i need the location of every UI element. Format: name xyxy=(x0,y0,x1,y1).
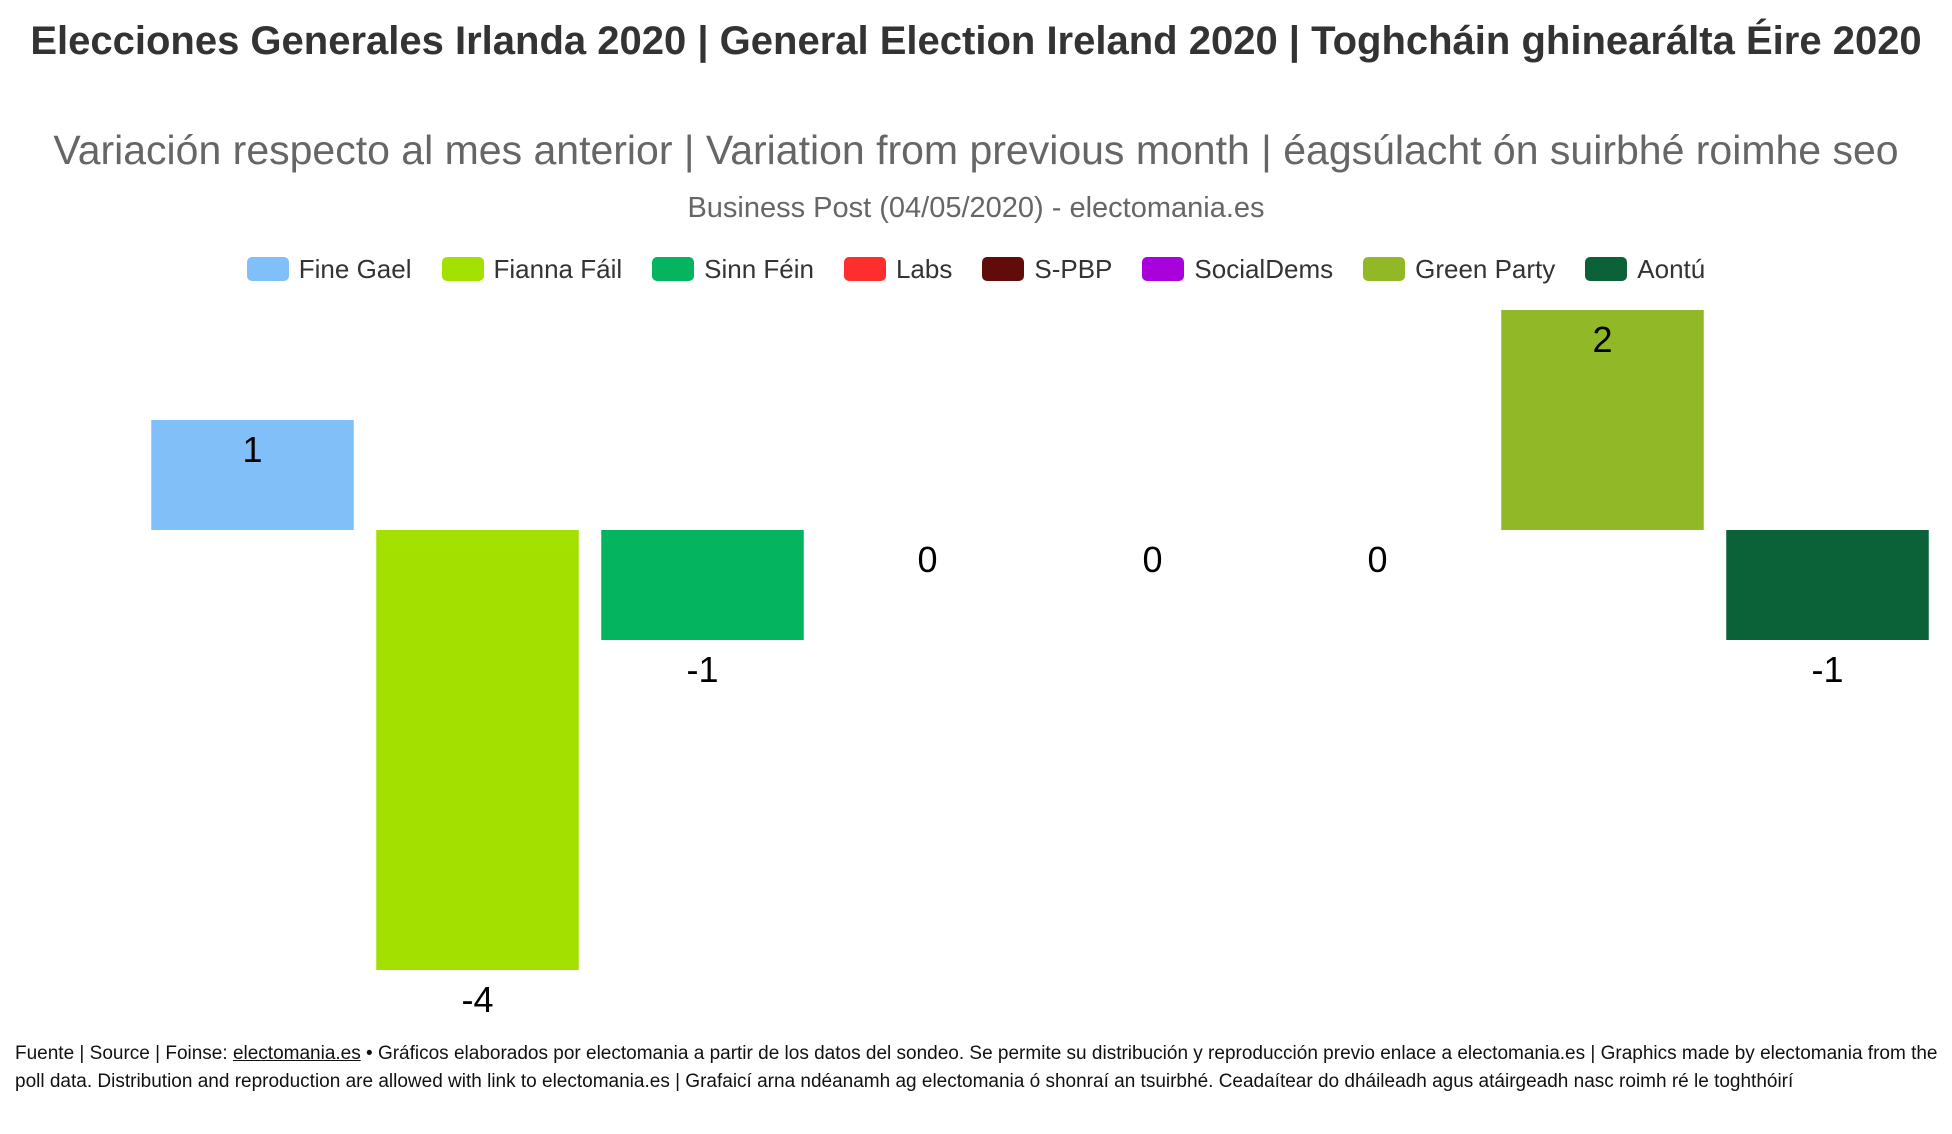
legend-label: Fianna Fáil xyxy=(493,253,623,284)
footer-prefix: Fuente | Source | Foinse: xyxy=(15,1043,233,1064)
legend-swatch xyxy=(982,257,1025,281)
footer-credits: Fuente | Source | Foinse: electomania.es… xyxy=(15,1040,1940,1096)
legend-swatch xyxy=(1363,257,1406,281)
bar-sinn-f-in xyxy=(601,530,804,640)
legend-item[interactable]: Aontú xyxy=(1585,254,1705,285)
legend-swatch xyxy=(1585,257,1628,281)
legend-item[interactable]: S-PBP xyxy=(982,254,1112,285)
legend-swatch xyxy=(1142,257,1185,281)
chart-legend: Fine Gael Fianna Fáil Sinn Féin Labs S-PBP So… xyxy=(0,250,1952,288)
legend-item[interactable]: Fianna Fáil xyxy=(441,253,623,285)
bar-fianna-f-il xyxy=(376,530,579,970)
legend-label: SocialDems xyxy=(1194,253,1334,284)
data-label: 1 xyxy=(242,429,262,470)
data-label: 0 xyxy=(1142,539,1162,580)
legend-item[interactable]: Fine Gael xyxy=(246,253,412,285)
legend-swatch xyxy=(246,257,289,281)
poll-source: Business Post (04/05/2020) - electomania… xyxy=(687,192,1265,224)
bar-fine-gael xyxy=(151,420,354,530)
footer-text: • Gráficos elaborados por electomania a … xyxy=(15,1043,1938,1092)
chart-subtitle: Variación respecto al mes anterior | Var… xyxy=(53,127,1899,173)
legend-swatch xyxy=(843,257,886,281)
legend-label: Fine Gael xyxy=(298,253,412,284)
bar-aont- xyxy=(1726,530,1929,640)
data-label: -1 xyxy=(686,649,718,690)
data-label: 0 xyxy=(917,539,937,580)
legend-swatch xyxy=(441,257,484,281)
chart-title: Elecciones Generales Irlanda 2020 | Gene… xyxy=(30,19,1922,63)
legend-label: Labs xyxy=(895,253,953,284)
bar-green-party xyxy=(1501,310,1704,530)
legend-item[interactable]: Green Party xyxy=(1363,254,1555,285)
legend-label: Green Party xyxy=(1415,253,1556,284)
legend-item[interactable]: Sinn Féin xyxy=(652,254,814,285)
legend-label: Aontú xyxy=(1637,253,1706,284)
legend-item[interactable]: SocialDems xyxy=(1142,254,1333,285)
data-label: 2 xyxy=(1592,319,1612,360)
legend-label: Sinn Féin xyxy=(704,253,814,284)
bar-chart: 1 -4 -1 0 0 0 2 -1 xyxy=(151,310,1929,1020)
legend-item[interactable]: Labs xyxy=(843,253,953,285)
data-label: -4 xyxy=(461,979,493,1020)
legend-swatch xyxy=(652,257,695,281)
footer-source-link[interactable]: electomania.es xyxy=(232,1043,361,1064)
data-label: 0 xyxy=(1367,539,1387,580)
data-label: -1 xyxy=(1811,649,1843,690)
legend-label: S-PBP xyxy=(1034,253,1113,284)
